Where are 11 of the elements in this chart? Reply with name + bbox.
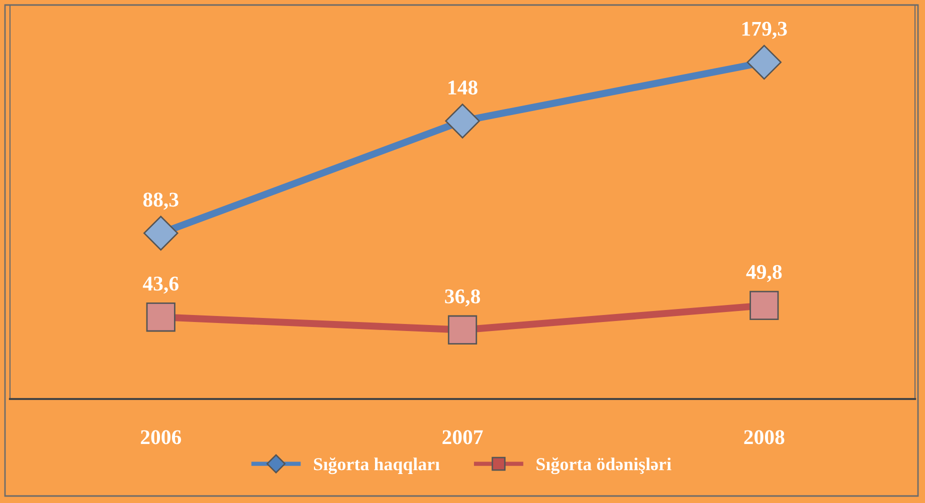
legend-label: Sığorta ödənişləri — [536, 457, 672, 474]
data-label: 49,8 — [746, 264, 782, 282]
legend-label: Sığorta haqqları — [314, 457, 440, 474]
data-label: 36,8 — [445, 289, 480, 306]
data-label: 148 — [448, 80, 478, 95]
x-tick-label: 2008 — [744, 430, 784, 444]
data-label: 88,3 — [143, 192, 178, 210]
x-tick-label: 2007 — [442, 430, 483, 444]
x-tick-label: 2006 — [140, 430, 182, 444]
data-label: 43,6 — [142, 276, 178, 294]
data-label: 179,3 — [742, 22, 787, 39]
